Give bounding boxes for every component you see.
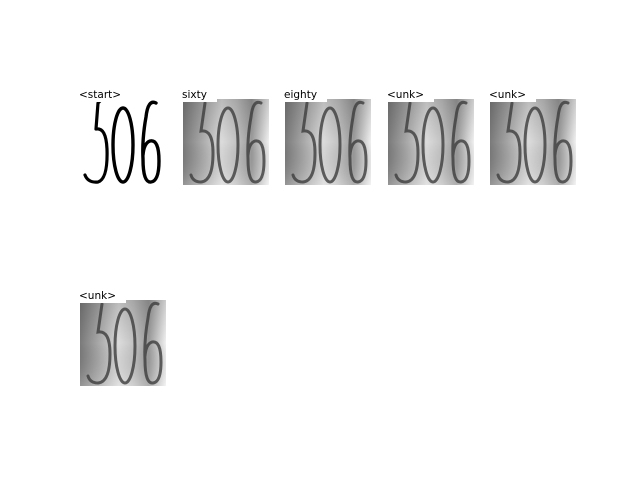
digit-image-photo	[285, 99, 371, 185]
panel-unk-1: <unk>	[387, 89, 474, 185]
digit-image-photo	[80, 300, 166, 386]
panel-label: <unk>	[387, 89, 434, 102]
panel-label: <unk>	[79, 290, 126, 303]
digit-image-photo	[388, 99, 474, 185]
digit-image-binary	[80, 99, 166, 185]
panel-unk-2: <unk>	[489, 89, 576, 185]
panel-sixty: sixty	[182, 89, 269, 185]
panel-label: sixty	[182, 89, 217, 102]
panel-unk-3: <unk>	[79, 290, 166, 386]
panel-label: <start>	[79, 89, 132, 102]
panel-eighty: eighty	[284, 89, 371, 185]
panel-label: <unk>	[489, 89, 536, 102]
panel-label: eighty	[284, 89, 328, 102]
panel-start: <start>	[79, 89, 166, 185]
digit-image-photo	[183, 99, 269, 185]
digit-image-photo	[490, 99, 576, 185]
